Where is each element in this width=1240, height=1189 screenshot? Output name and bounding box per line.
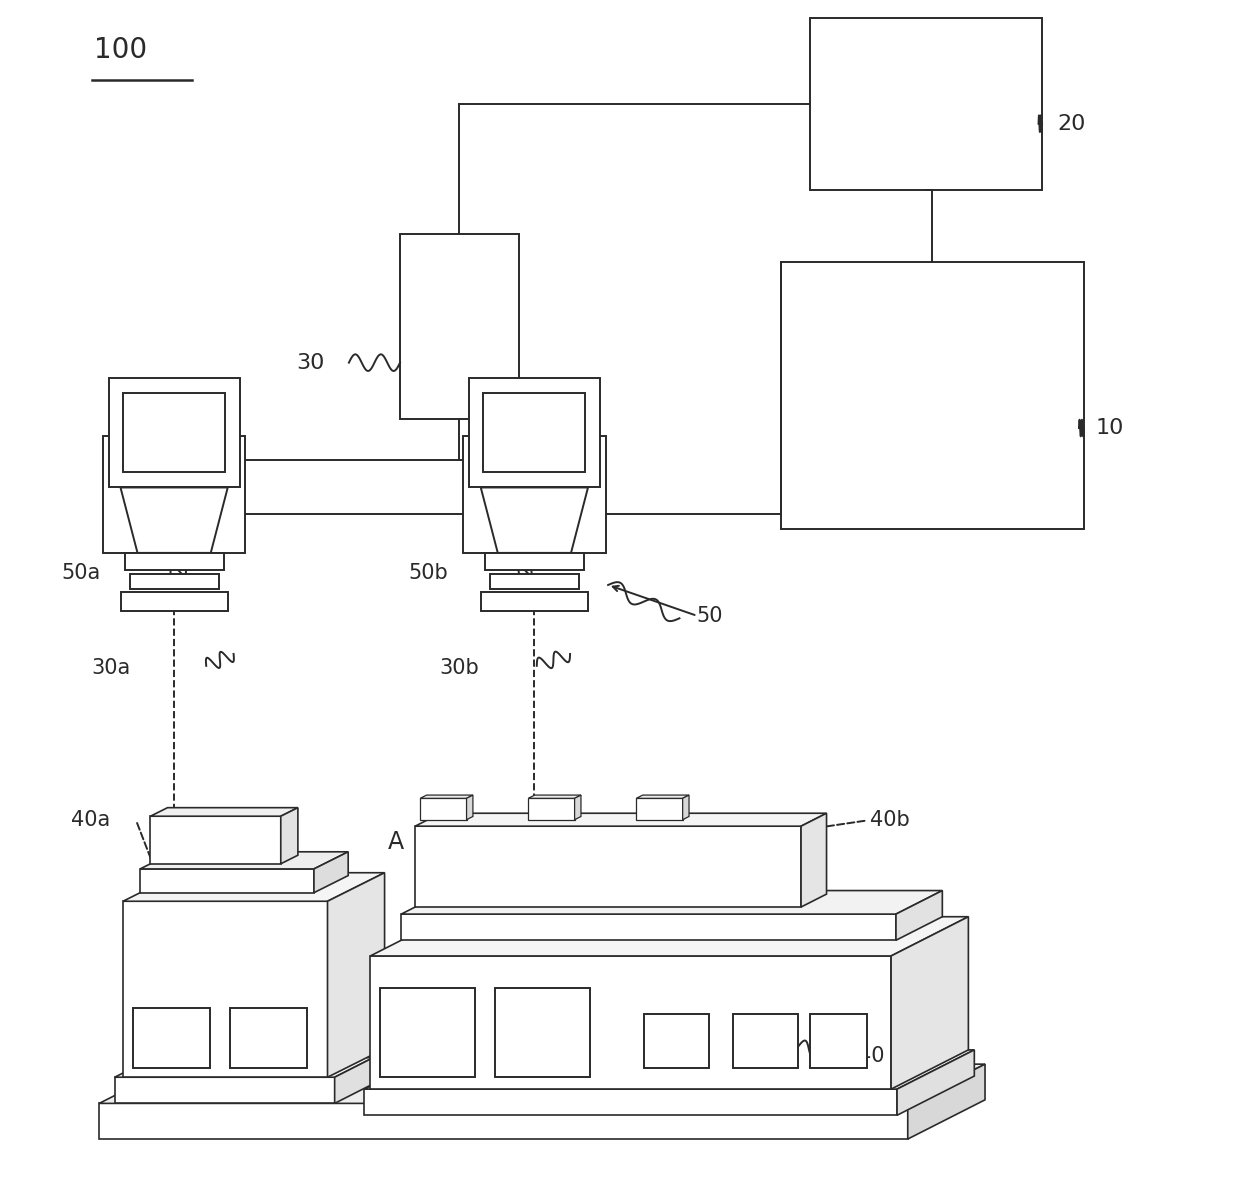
Polygon shape: [120, 487, 228, 553]
Polygon shape: [371, 917, 968, 956]
Polygon shape: [415, 826, 801, 907]
Bar: [120, 592, 227, 611]
Text: 30b: 30b: [439, 659, 479, 678]
Polygon shape: [897, 891, 942, 940]
Bar: [485, 553, 584, 570]
Bar: [229, 1008, 308, 1068]
Polygon shape: [99, 1103, 908, 1139]
Polygon shape: [123, 901, 327, 1077]
Bar: [644, 1014, 709, 1068]
Polygon shape: [528, 798, 574, 819]
Polygon shape: [801, 813, 827, 907]
Text: 20: 20: [1058, 114, 1086, 133]
Bar: [481, 592, 588, 611]
Polygon shape: [335, 1058, 373, 1103]
Bar: [484, 394, 585, 472]
Polygon shape: [528, 795, 582, 798]
Bar: [780, 262, 1084, 529]
Polygon shape: [908, 1064, 985, 1139]
Bar: [123, 394, 226, 472]
Polygon shape: [114, 1058, 373, 1077]
Text: 40a: 40a: [71, 811, 110, 830]
Bar: [133, 1008, 210, 1068]
Polygon shape: [140, 869, 314, 893]
Text: 30: 30: [296, 353, 325, 372]
Bar: [490, 574, 579, 589]
Text: 100: 100: [94, 36, 148, 64]
Text: 10: 10: [1096, 419, 1123, 438]
Text: A: A: [388, 830, 404, 854]
Polygon shape: [897, 1050, 975, 1115]
Polygon shape: [280, 807, 298, 863]
Polygon shape: [420, 795, 472, 798]
Bar: [401, 234, 518, 419]
Polygon shape: [150, 807, 298, 816]
Polygon shape: [140, 851, 348, 869]
Polygon shape: [365, 1050, 975, 1089]
Text: 30a: 30a: [91, 659, 130, 678]
Polygon shape: [314, 851, 348, 893]
Text: 50b: 50b: [408, 564, 448, 583]
Text: 50: 50: [696, 606, 723, 625]
Polygon shape: [892, 917, 968, 1089]
Polygon shape: [365, 1089, 897, 1115]
Bar: [810, 18, 1042, 190]
Polygon shape: [114, 1077, 335, 1103]
Polygon shape: [327, 873, 384, 1077]
Bar: [103, 436, 246, 553]
Polygon shape: [150, 816, 280, 863]
Text: 40: 40: [858, 1046, 884, 1065]
Bar: [130, 574, 218, 589]
Polygon shape: [371, 956, 892, 1089]
Bar: [733, 1014, 799, 1068]
Polygon shape: [481, 487, 588, 553]
Text: 50a: 50a: [61, 564, 100, 583]
Polygon shape: [415, 813, 827, 826]
Bar: [463, 436, 605, 553]
Bar: [109, 378, 239, 487]
Polygon shape: [402, 891, 942, 914]
Polygon shape: [683, 795, 689, 819]
Polygon shape: [420, 798, 466, 819]
Text: 40b: 40b: [869, 811, 909, 830]
Bar: [810, 1014, 867, 1068]
Bar: [495, 988, 590, 1077]
Bar: [469, 378, 600, 487]
Polygon shape: [99, 1064, 985, 1103]
Bar: [379, 988, 475, 1077]
Bar: [125, 553, 223, 570]
Polygon shape: [636, 795, 689, 798]
Polygon shape: [402, 914, 897, 940]
Polygon shape: [574, 795, 582, 819]
Polygon shape: [466, 795, 472, 819]
Polygon shape: [636, 798, 683, 819]
Polygon shape: [123, 873, 384, 901]
